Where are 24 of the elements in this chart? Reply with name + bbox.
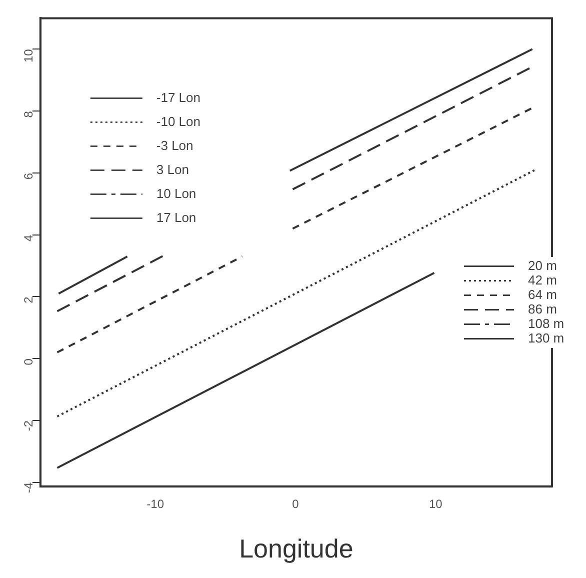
- y-tick-label: 6: [22, 172, 36, 180]
- legend-label: 42 m: [528, 272, 557, 288]
- y-tick-label: 2: [22, 296, 36, 304]
- legend-label: -3 Lon: [156, 138, 194, 153]
- x-axis-title: Longitude: [239, 534, 354, 564]
- legend-label: -17 Lon: [156, 90, 200, 105]
- legend-label: 10 Lon: [156, 186, 196, 201]
- y-tick-label: -2: [22, 420, 36, 432]
- y-tick-label: 10: [22, 48, 36, 63]
- y-tick-label: -4: [22, 482, 36, 494]
- legend-label: 20 m: [528, 258, 557, 273]
- x-tick-label: 10: [428, 496, 443, 511]
- legend-label: 86 m: [528, 301, 557, 316]
- legend-label: 108 m: [528, 316, 564, 331]
- legend-label: 130 m: [528, 330, 564, 346]
- legend-label: 3 Lon: [156, 162, 189, 177]
- y-tick-label: 4: [22, 234, 36, 242]
- legend-label: 64 m: [528, 286, 557, 302]
- x-tick-label: 0: [292, 496, 300, 511]
- x-tick-label: -10: [146, 496, 164, 511]
- legend-label: -10 Lon: [156, 114, 200, 129]
- legend-label: 17 Lon: [156, 210, 196, 225]
- y-tick-label: 0: [22, 358, 36, 366]
- y-tick-label: 8: [22, 110, 36, 118]
